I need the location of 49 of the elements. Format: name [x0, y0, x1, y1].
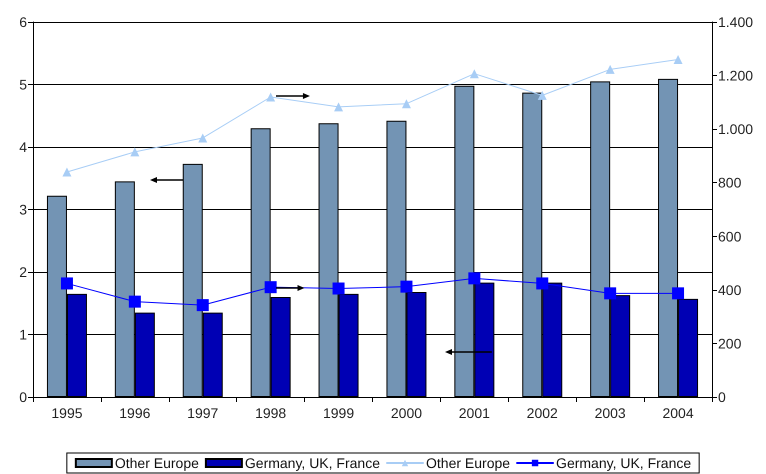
legend-label: Germany, UK, France	[556, 455, 692, 471]
point	[402, 99, 411, 108]
y-tick-label: 6	[19, 14, 28, 30]
point	[196, 299, 209, 312]
y2-tick-label: 600	[718, 228, 742, 244]
point	[400, 280, 412, 293]
legend-label: Other Europe	[426, 455, 510, 471]
point	[128, 296, 141, 308]
point	[604, 287, 616, 300]
x-tick-label: 1995	[51, 405, 83, 421]
y2-tick-label: 1.400	[718, 14, 754, 30]
point	[334, 102, 344, 112]
legend-label: Germany, UK, France	[244, 455, 380, 471]
x-tick-label: 1998	[255, 405, 286, 421]
point	[536, 277, 548, 290]
y2-tick-label: 800	[718, 174, 742, 191]
y2-tick-label: 0	[718, 389, 726, 405]
y-tick-label: 3	[19, 202, 28, 218]
y-tick-label: 4	[19, 139, 28, 155]
y-tick-label: 1	[19, 326, 28, 342]
x-tick-label: 1997	[187, 405, 219, 421]
x-tick-label: 1996	[119, 405, 151, 421]
point	[538, 90, 547, 100]
y-tick-label: 0	[19, 389, 28, 405]
point	[468, 272, 480, 284]
x-tick-label: 2001	[458, 405, 490, 421]
x-tick-label: 2000	[390, 405, 422, 421]
y2-tick-label: 200	[718, 335, 742, 352]
y2-tick-label: 1.200	[718, 68, 754, 84]
point	[470, 69, 479, 78]
y2-tick-label: 400	[718, 282, 742, 298]
x-tick-label: 1999	[322, 405, 354, 421]
point	[62, 168, 72, 176]
point	[264, 281, 277, 294]
y-tick-label: 5	[19, 76, 28, 92]
legend-label: Other Europe	[114, 455, 200, 471]
point	[198, 133, 208, 142]
y2-tick-label: 1.000	[718, 121, 754, 138]
x-tick-label: 2002	[526, 405, 558, 421]
point	[672, 287, 684, 300]
point	[606, 64, 615, 74]
point	[130, 147, 140, 156]
point	[332, 282, 345, 295]
point	[266, 92, 276, 102]
point	[674, 55, 683, 64]
y-tick-label: 2	[19, 264, 28, 280]
x-tick-label: 2003	[594, 405, 626, 421]
x-tick-label: 2004	[662, 405, 694, 421]
point	[60, 277, 73, 290]
